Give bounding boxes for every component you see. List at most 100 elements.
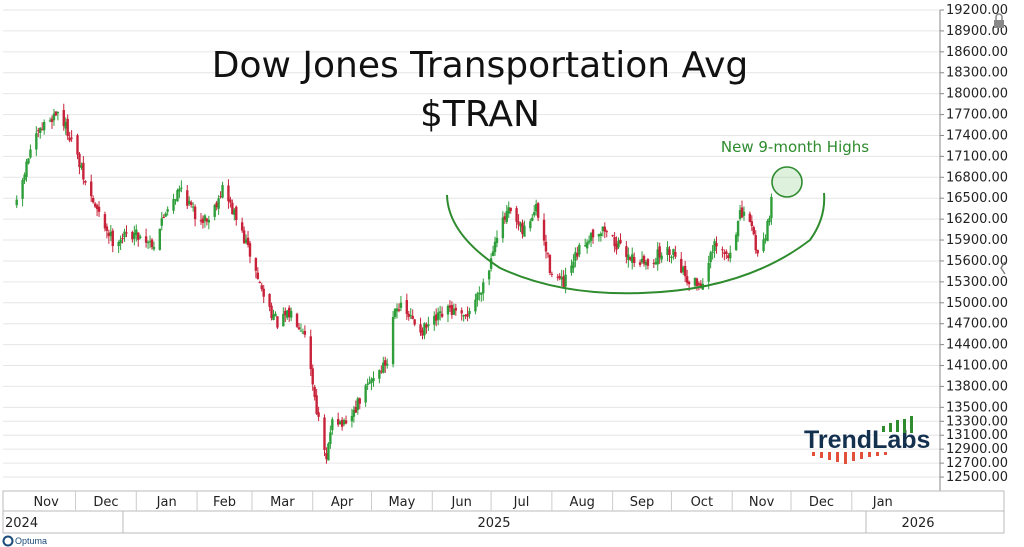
candle bbox=[713, 238, 716, 258]
candle bbox=[207, 215, 211, 230]
x-tick-label: Feb bbox=[213, 495, 236, 510]
candle bbox=[342, 418, 346, 427]
candle bbox=[284, 307, 287, 323]
candle bbox=[685, 269, 689, 286]
lock-icon[interactable] bbox=[994, 13, 1004, 28]
candle bbox=[178, 185, 181, 199]
candle bbox=[615, 236, 618, 255]
candle bbox=[762, 232, 765, 253]
x-tick-label: Nov bbox=[749, 495, 775, 510]
candle bbox=[646, 258, 650, 270]
candle bbox=[656, 242, 659, 271]
candle bbox=[399, 295, 403, 312]
candle bbox=[199, 213, 203, 225]
candle bbox=[201, 215, 205, 229]
candle bbox=[338, 420, 342, 425]
candle bbox=[754, 230, 757, 254]
candle bbox=[670, 255, 673, 264]
candle bbox=[466, 306, 469, 322]
candle bbox=[682, 265, 685, 276]
candle bbox=[274, 311, 277, 317]
candle bbox=[188, 196, 191, 207]
candle bbox=[666, 241, 669, 262]
candle bbox=[221, 181, 224, 199]
candle bbox=[625, 241, 628, 264]
candle bbox=[585, 239, 589, 254]
candle bbox=[337, 412, 340, 427]
candle bbox=[605, 229, 608, 238]
y-tick-label: 18900.00 bbox=[946, 24, 1008, 39]
y-tick-label: 17100.00 bbox=[946, 149, 1008, 164]
candle bbox=[397, 303, 401, 313]
candle bbox=[478, 286, 481, 301]
candle bbox=[764, 234, 767, 244]
candle bbox=[411, 309, 414, 320]
candle bbox=[235, 205, 238, 226]
candle bbox=[384, 356, 387, 373]
candle bbox=[521, 219, 524, 239]
candle bbox=[70, 130, 73, 142]
candle bbox=[117, 240, 120, 254]
candle bbox=[180, 180, 183, 193]
candle bbox=[617, 237, 620, 249]
candle bbox=[536, 201, 540, 222]
trendlabs-logo: TrendLabs bbox=[804, 416, 930, 464]
candle bbox=[544, 234, 548, 259]
year-label-2026: 2026 bbox=[901, 516, 934, 531]
candle bbox=[139, 234, 142, 240]
candle bbox=[576, 246, 579, 260]
candle bbox=[599, 231, 603, 242]
candle bbox=[738, 205, 742, 221]
candle bbox=[97, 201, 101, 217]
candle bbox=[29, 144, 32, 159]
candle bbox=[672, 248, 675, 260]
candle bbox=[282, 307, 285, 327]
x-tick-label: Jan bbox=[872, 495, 893, 510]
candle bbox=[668, 246, 671, 262]
collapse-arrow-icon[interactable] bbox=[1000, 261, 1006, 275]
y-tick-label: 13300.00 bbox=[946, 414, 1008, 429]
y-tick-label: 13800.00 bbox=[946, 379, 1008, 394]
candle bbox=[323, 414, 326, 457]
candle bbox=[578, 242, 581, 258]
candle bbox=[50, 115, 54, 129]
candle bbox=[533, 205, 536, 218]
candle bbox=[295, 312, 299, 328]
candle bbox=[409, 308, 412, 320]
candle bbox=[534, 199, 538, 216]
x-tick-label: Sep bbox=[630, 495, 655, 510]
candle bbox=[148, 235, 152, 249]
x-tick-label: Aug bbox=[570, 495, 595, 510]
candle bbox=[436, 307, 440, 326]
y-tick-label: 19200.00 bbox=[946, 3, 1008, 18]
candle bbox=[42, 119, 46, 135]
candle bbox=[440, 306, 444, 318]
candle bbox=[613, 232, 616, 253]
candle bbox=[15, 195, 18, 209]
candle bbox=[248, 240, 252, 264]
candle bbox=[438, 305, 442, 321]
candle bbox=[378, 369, 381, 384]
candle bbox=[752, 225, 755, 236]
candle bbox=[482, 278, 485, 301]
candle bbox=[41, 122, 44, 131]
candle bbox=[133, 225, 136, 246]
candle bbox=[125, 225, 128, 238]
grid bbox=[3, 9, 940, 478]
candle bbox=[189, 200, 193, 208]
x-tick-label: Oct bbox=[691, 495, 713, 510]
candle bbox=[162, 214, 165, 219]
x-tick-label: Jan bbox=[156, 495, 177, 510]
candle bbox=[215, 200, 218, 211]
candle bbox=[158, 228, 162, 251]
candle bbox=[313, 384, 316, 401]
candle bbox=[421, 327, 424, 340]
candle bbox=[354, 400, 358, 414]
candle bbox=[707, 255, 710, 290]
y-axis: 12500.0012700.0012900.0013100.0013300.00… bbox=[939, 3, 1008, 492]
candle bbox=[487, 269, 491, 286]
candle bbox=[601, 226, 605, 237]
y-tick-label: 13500.00 bbox=[946, 400, 1008, 415]
candle bbox=[160, 211, 163, 231]
candle bbox=[660, 252, 663, 263]
